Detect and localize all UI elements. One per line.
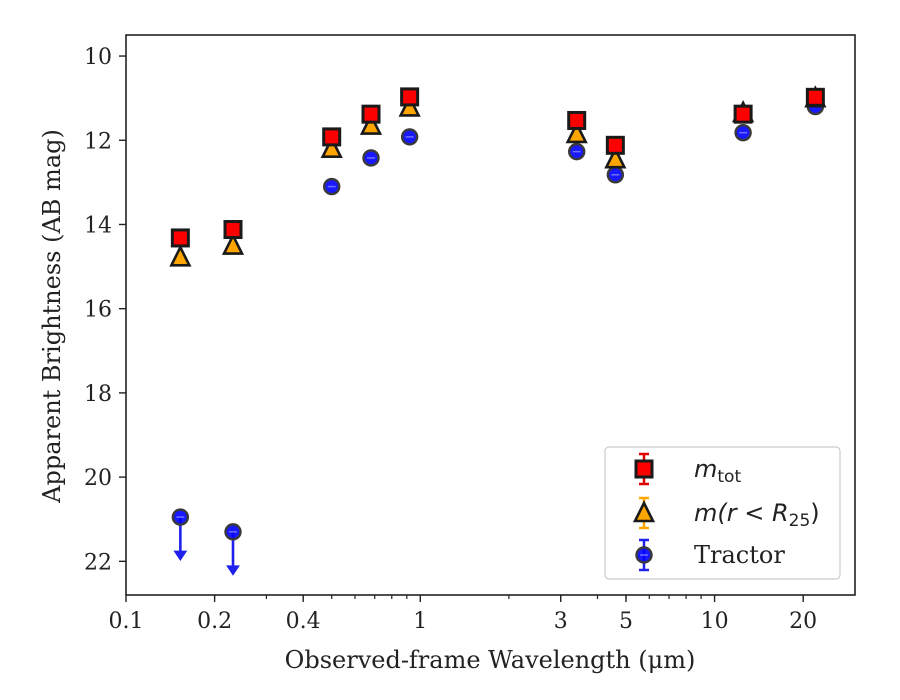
- data-marks: [169, 85, 827, 576]
- plot-frame: [125, 34, 856, 596]
- data-point-square: [805, 87, 825, 107]
- y-tick-label: 18: [84, 382, 112, 407]
- upper-limit-arrowhead: [173, 550, 188, 562]
- legend-entry: Tractor: [635, 538, 785, 572]
- data-point-circle: [171, 508, 190, 562]
- data-point-square: [322, 127, 342, 147]
- data-point-square: [733, 104, 753, 124]
- data-point-triangle: [169, 244, 192, 267]
- y-tick-label: 22: [84, 550, 112, 575]
- data-point-circle: [362, 149, 380, 167]
- data-point-triangle: [320, 135, 343, 158]
- legend-label: Tractor: [694, 541, 785, 569]
- data-point-square: [567, 110, 587, 130]
- x-tick-label: 10: [701, 609, 729, 634]
- x-tick-label: 1: [413, 609, 427, 634]
- x-axis-label: Observed-frame Wavelength (μm): [285, 646, 696, 674]
- x-tick-label: 20: [789, 609, 817, 634]
- y-tick-label: 20: [84, 466, 112, 491]
- legend-entry: mtot: [634, 452, 741, 487]
- data-point-circle: [224, 523, 242, 576]
- data-point-triangle: [221, 232, 245, 255]
- y-tick-label: 16: [84, 298, 112, 323]
- x-tick-label: 3: [554, 609, 568, 634]
- data-point-square: [223, 220, 243, 240]
- data-point-square: [361, 104, 381, 124]
- triangle-marker: [632, 500, 656, 523]
- legend-entry: m(r < R25): [632, 496, 820, 531]
- data-point-square: [170, 228, 190, 248]
- x-tick-label: 0.4: [286, 609, 321, 634]
- data-point-circle: [606, 166, 625, 184]
- legend-label: m(r < R25): [694, 499, 820, 531]
- triangle-marker: [169, 244, 192, 267]
- data-point-triangle: [604, 146, 627, 169]
- triangle-marker: [221, 232, 245, 255]
- x-tick-label: 5: [619, 609, 633, 634]
- data-point-circle: [323, 177, 341, 196]
- triangle-marker: [320, 135, 343, 158]
- data-point-triangle: [359, 112, 383, 135]
- data-point-square: [400, 87, 420, 107]
- triangle-marker: [398, 94, 421, 117]
- x-tick-label: 0.2: [197, 609, 232, 634]
- axes: 0.1 0.2 0.4 1 3 5 10 20 10 12 14 16 18 20 22: [84, 34, 856, 634]
- triangle-marker: [359, 112, 383, 135]
- x-tick-label: 0.1: [109, 609, 144, 634]
- y-tick-label: 10: [84, 45, 112, 70]
- y-tick-label: 12: [84, 129, 112, 154]
- upper-limit-arrowhead: [226, 565, 240, 576]
- y-tick-label: 14: [84, 213, 112, 238]
- data-point-triangle: [398, 94, 421, 117]
- data-point-circle: [568, 142, 586, 161]
- legend-label: mtot: [694, 455, 741, 487]
- triangle-marker: [604, 146, 627, 169]
- data-point-circle: [400, 128, 419, 146]
- data-point-circle: [734, 123, 752, 142]
- data-point-square: [605, 135, 625, 155]
- data-point-triangle: [565, 121, 588, 144]
- legend-box: [604, 446, 841, 580]
- legend: mtot m(r < R25) Tractor: [604, 446, 841, 580]
- y-axis-label: Apparent Brightness (AB mag): [38, 129, 66, 504]
- triangle-marker: [565, 121, 588, 144]
